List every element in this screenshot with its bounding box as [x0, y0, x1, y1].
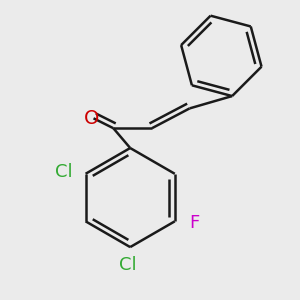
Text: Cl: Cl: [55, 163, 73, 181]
Text: O: O: [84, 109, 99, 128]
Text: F: F: [190, 214, 200, 232]
Text: Cl: Cl: [119, 256, 137, 274]
